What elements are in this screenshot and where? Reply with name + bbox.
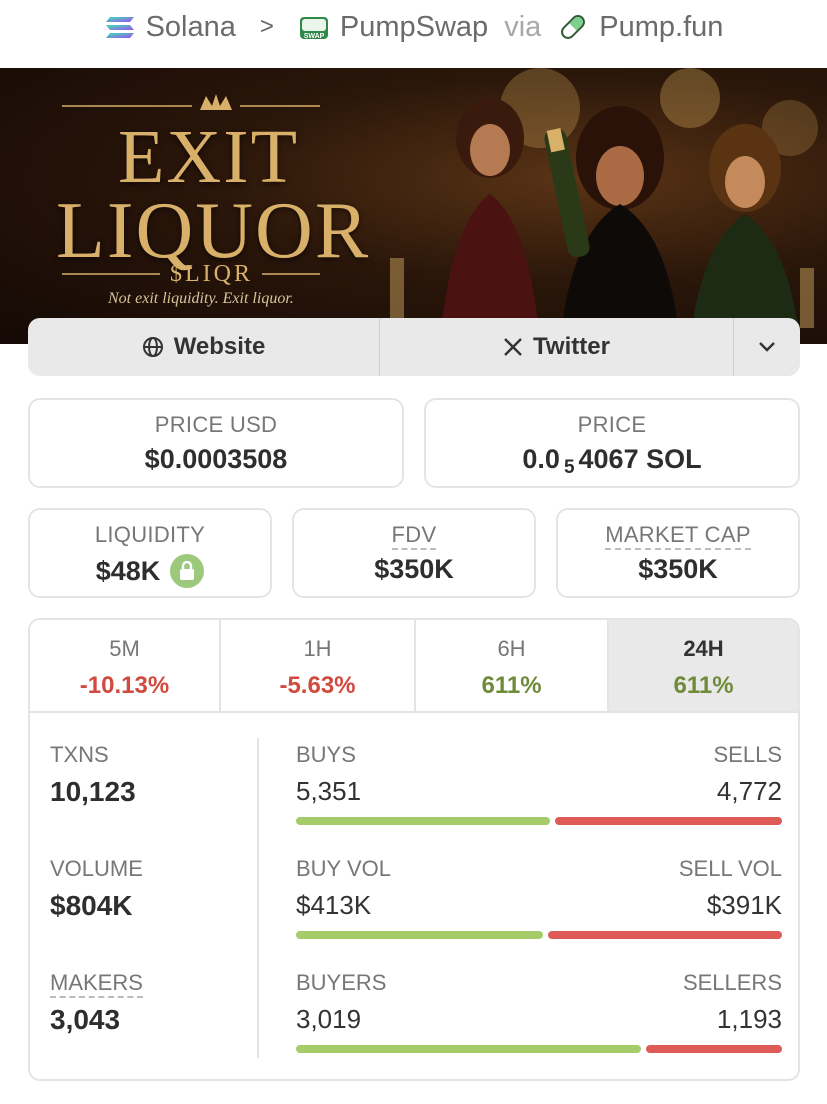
- buy-vol-label: BUY VOL: [296, 856, 391, 881]
- launchpad-link[interactable]: Pump.fun: [557, 11, 723, 44]
- price-native-lead: 0.0: [522, 444, 560, 474]
- tab-change: 611%: [481, 672, 542, 699]
- globe-icon: [142, 337, 163, 357]
- website-button[interactable]: Website: [28, 318, 380, 376]
- sell-bar-segment: [555, 817, 782, 825]
- buyers-label: BUYERS: [296, 970, 387, 995]
- sells-label: SELLS: [713, 742, 783, 767]
- tab-change: 611%: [673, 672, 734, 699]
- price-native-card: PRICE 0.0 5 4067 SOL: [424, 398, 800, 488]
- fdv-card: FDV $350K: [292, 508, 536, 598]
- sellers-bar-segment: [645, 1045, 782, 1053]
- price-usd-value: $0.0003508: [144, 444, 288, 474]
- x-logo-icon: [504, 338, 522, 356]
- column-divider: [257, 738, 259, 1058]
- tab-change: -10.13%: [79, 672, 170, 699]
- buy-vol-value: $413K: [296, 890, 372, 920]
- chevron-down-icon: [759, 342, 775, 352]
- solana-icon: [105, 17, 134, 38]
- buys-sells-bar: [296, 817, 782, 825]
- price-usd-label: PRICE USD: [154, 412, 278, 437]
- sell-vol-bar-segment: [548, 931, 782, 939]
- twitter-label: Twitter: [533, 333, 610, 360]
- tab-5m[interactable]: 5M -10.13%: [30, 620, 221, 711]
- liquidity-value-row: $48K: [30, 554, 270, 588]
- lock-icon[interactable]: [170, 554, 205, 588]
- buyers-bar-segment: [296, 1045, 641, 1053]
- tab-label: 5M: [109, 636, 140, 661]
- makers-metric: MAKERS 3,043: [50, 970, 143, 1036]
- chain-name: Solana: [145, 10, 236, 43]
- buy-vol-bar-segment: [296, 931, 544, 939]
- price-native-tail: 4067 SOL: [578, 444, 702, 474]
- token-banner: EXIT LIQUOR $LIQR Not exit liquidity. Ex…: [0, 68, 827, 344]
- volume-split-bar: [296, 931, 782, 939]
- liquidity-label: LIQUIDITY: [94, 522, 206, 547]
- breadcrumb-separator: >: [259, 13, 274, 40]
- dex-link[interactable]: SWAP PumpSwap: [298, 11, 488, 44]
- tab-change: -5.63%: [279, 672, 356, 699]
- svg-text:SWAP: SWAP: [304, 33, 325, 40]
- website-label: Website: [173, 333, 266, 360]
- tab-label: 6H: [497, 636, 526, 661]
- price-native-label: PRICE: [577, 412, 647, 437]
- more-links-button[interactable]: [734, 318, 800, 376]
- launchpad-name: Pump.fun: [599, 10, 724, 43]
- volume-metric: VOLUME $804K: [50, 856, 143, 922]
- social-links-bar: Website Twitter: [28, 318, 800, 376]
- buys-sells-row: BUYS SELLS 5,351 4,772: [296, 742, 782, 825]
- sellers-label: SELLERS: [682, 970, 782, 995]
- sellers-value: 1,193: [716, 1004, 782, 1034]
- price-usd-card: PRICE USD $0.0003508: [28, 398, 404, 488]
- tab-6h[interactable]: 6H 611%: [416, 620, 609, 711]
- volume-value: $804K: [50, 890, 133, 921]
- sells-value: 4,772: [716, 776, 782, 806]
- chain-link[interactable]: Solana: [104, 11, 236, 44]
- market-cap-card: MARKET CAP $350K: [556, 508, 800, 598]
- makers-split-bar: [296, 1045, 782, 1053]
- txns-label: TXNS: [50, 742, 109, 767]
- market-cap-value: $350K: [638, 554, 718, 584]
- banner-title-line2: LIQUOR: [56, 187, 371, 275]
- pill-icon: [561, 15, 586, 39]
- tab-label: 24H: [683, 636, 724, 661]
- buyers-value: 3,019: [296, 1004, 362, 1034]
- banner-ticker: $LIQR: [170, 261, 253, 287]
- price-native-value: 0.0 5 4067 SOL: [426, 444, 798, 478]
- market-cap-label[interactable]: MARKET CAP: [605, 522, 751, 550]
- buys-label: BUYS: [296, 742, 356, 767]
- tab-24h[interactable]: 24H 611%: [609, 620, 798, 711]
- banner-illustration: [62, 68, 818, 344]
- pumpswap-icon: SWAP: [299, 17, 328, 40]
- banner-tagline: Not exit liquidity. Exit liquor.: [108, 290, 294, 307]
- dex-name: PumpSwap: [339, 10, 489, 43]
- liquidity-value: $48K: [95, 555, 161, 586]
- makers-label[interactable]: MAKERS: [50, 970, 143, 998]
- timeframe-tabs: 5M -10.13% 1H -5.63% 6H 611% 24H 611%: [30, 620, 798, 713]
- breadcrumb: Solana > SWAP PumpSwap via Pump.fun: [0, 0, 827, 54]
- txns-metric: TXNS 10,123: [50, 742, 136, 808]
- sell-vol-value: $391K: [706, 890, 782, 920]
- twitter-button[interactable]: Twitter: [380, 318, 734, 376]
- banner-title-line1: EXIT: [118, 115, 300, 199]
- via-text: via: [504, 10, 542, 43]
- buy-bar-segment: [296, 817, 551, 825]
- txns-value: 10,123: [50, 776, 136, 807]
- liquidity-card: LIQUIDITY $48K: [28, 508, 272, 598]
- stats-panel: 5M -10.13% 1H -5.63% 6H 611% 24H 611% TX…: [28, 618, 800, 1081]
- volume-label: VOLUME: [50, 856, 143, 881]
- tab-label: 1H: [303, 636, 332, 661]
- buys-value: 5,351: [296, 776, 362, 806]
- price-native-zero-count: 5: [563, 456, 575, 478]
- fdv-value: $350K: [374, 554, 454, 584]
- makers-value: 3,043: [50, 1004, 121, 1035]
- volume-split-row: BUY VOL SELL VOL $413K $391K: [296, 856, 782, 939]
- fdv-label[interactable]: FDV: [391, 522, 437, 550]
- sell-vol-label: SELL VOL: [678, 856, 782, 881]
- tab-1h[interactable]: 1H -5.63%: [221, 620, 416, 711]
- makers-split-row: BUYERS SELLERS 3,019 1,193: [296, 970, 782, 1053]
